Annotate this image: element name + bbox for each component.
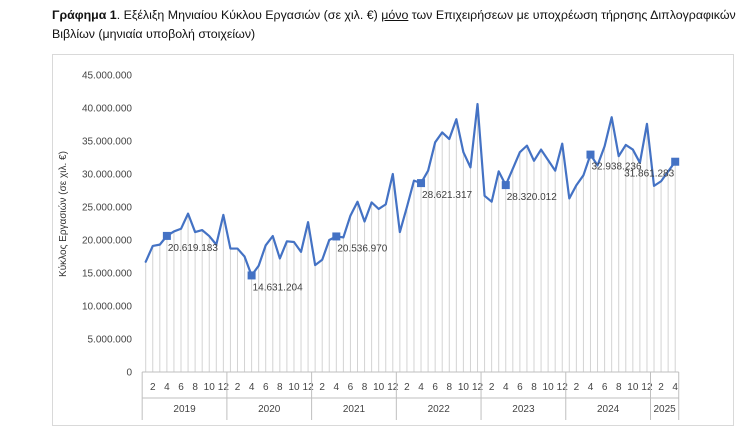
x-month-tick-label: 12 xyxy=(218,382,230,393)
x-month-tick-label: 8 xyxy=(192,382,198,393)
chart-frame xyxy=(52,54,734,426)
y-tick-label: 5.000.000 xyxy=(88,335,133,346)
x-month-tick-label: 2 xyxy=(235,382,241,393)
data-point-label: 20.619.183 xyxy=(168,243,218,254)
data-point-label: 28.320.012 xyxy=(507,192,557,203)
x-month-tick-label: 6 xyxy=(432,382,438,393)
x-year-label: 2023 xyxy=(512,404,535,415)
x-month-tick-label: 2 xyxy=(404,382,410,393)
x-month-tick-label: 10 xyxy=(627,382,639,393)
x-month-tick-label: 10 xyxy=(204,382,216,393)
turnover-series-line xyxy=(144,102,677,277)
x-month-tick-label: 12 xyxy=(472,382,484,393)
x-month-tick-label: 12 xyxy=(557,382,569,393)
x-month-tick-label: 10 xyxy=(288,382,300,393)
x-month-tick-label: 2 xyxy=(658,382,664,393)
x-month-tick-label: 12 xyxy=(641,382,653,393)
data-point-marker xyxy=(501,181,510,190)
x-month-tick-label: 8 xyxy=(616,382,622,393)
x-month-tick-label: 2 xyxy=(489,382,495,393)
y-axis: 0 5.000.000 10.000.000 15.000.000 20.000.000… xyxy=(82,71,133,379)
x-month-tick-label: 2 xyxy=(150,382,156,393)
y-tick-label: 35.000.000 xyxy=(82,137,132,148)
x-month-tick-label: 6 xyxy=(602,382,608,393)
y-axis-title: Κύκλος Εργασιών (σε χιλ. €) xyxy=(57,151,69,277)
x-month-tick-label: 4 xyxy=(672,382,678,393)
x-month-tick-label: 8 xyxy=(277,382,283,393)
x-year-label: 2021 xyxy=(343,404,366,415)
caption-underlined: μόνο xyxy=(381,8,409,22)
x-month-tick-label: 12 xyxy=(387,382,399,393)
x-month-tick-label: 4 xyxy=(249,382,255,393)
x-month-tick-label: 8 xyxy=(446,382,452,393)
x-month-tick-label: 6 xyxy=(348,382,354,393)
data-point-label: 20.536.970 xyxy=(337,243,387,254)
x-month-tick-label: 2 xyxy=(319,382,325,393)
data-point-marker xyxy=(332,232,341,241)
chart-caption: Γράφημα 1. Εξέλιξη Μηνιαίου Κύκλου Εργασ… xyxy=(52,6,742,44)
y-tick-label: 15.000.000 xyxy=(82,269,132,280)
caption-text-start: . Εξέλιξη Μηνιαίου Κύκλου Εργασιών (σε χ… xyxy=(116,8,382,22)
x-month-tick-label: 12 xyxy=(303,382,315,393)
x-year-label: 2022 xyxy=(428,404,451,415)
x-month-tick-label: 10 xyxy=(373,382,385,393)
data-point-marker xyxy=(417,179,426,188)
data-labels: 20.619.183 14.631.204 20.536.970 28.621.317… xyxy=(168,162,675,294)
x-month-tick-label: 10 xyxy=(458,382,470,393)
data-point-marker xyxy=(671,157,680,166)
data-point-marker xyxy=(247,271,256,280)
x-month-tick-label: 4 xyxy=(334,382,340,393)
x-month-tick-label: 8 xyxy=(362,382,368,393)
highlight-markers xyxy=(162,150,680,280)
vertical-gridlines xyxy=(145,104,676,372)
caption-bold: Γράφημα 1 xyxy=(52,8,117,22)
data-point-label: 32.938.236 xyxy=(591,162,641,173)
x-year-label: 2020 xyxy=(258,404,281,415)
x-month-tick-label: 4 xyxy=(164,382,170,393)
y-tick-label: 20.000.000 xyxy=(82,236,132,247)
data-point-label: 28.621.317 xyxy=(422,190,472,201)
x-month-tick-label: 6 xyxy=(263,382,269,393)
y-tick-label: 25.000.000 xyxy=(82,203,132,214)
x-month-tick-label: 6 xyxy=(178,382,184,393)
y-tick-label: 45.000.000 xyxy=(82,71,132,82)
x-month-tick-label: 8 xyxy=(531,382,537,393)
x-year-label: 2019 xyxy=(173,404,196,415)
x-year-label: 2025 xyxy=(653,404,676,415)
caption-text-end: των Επιχειρήσεων με υποχρέωση τήρησης Δι… xyxy=(52,8,736,41)
data-point-label: 14.631.204 xyxy=(253,282,303,293)
data-point-marker xyxy=(162,231,171,240)
x-month-tick-label: 4 xyxy=(503,382,509,393)
x-month-tick-label: 4 xyxy=(588,382,594,393)
y-tick-label: 10.000.000 xyxy=(82,302,132,313)
data-point-label: 31.861.283 xyxy=(624,169,674,180)
y-tick-label: 40.000.000 xyxy=(82,104,132,115)
x-month-tick-label: 6 xyxy=(517,382,523,393)
x-month-tick-label: 4 xyxy=(418,382,424,393)
x-month-tick-label: 2 xyxy=(574,382,580,393)
y-tick-label: 30.000.000 xyxy=(82,170,132,181)
x-year-label: 2024 xyxy=(597,404,620,415)
y-tick-label: 0 xyxy=(126,368,132,379)
x-month-tick-label: 10 xyxy=(543,382,555,393)
series-line xyxy=(144,102,677,277)
data-point-marker xyxy=(586,150,595,159)
